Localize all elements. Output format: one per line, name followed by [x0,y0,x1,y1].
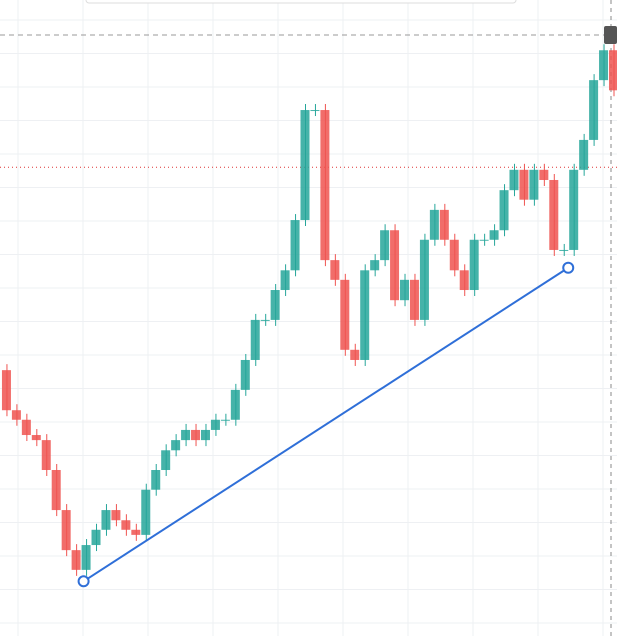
candle [280,270,290,291]
candle [390,230,400,301]
candle [310,110,320,112]
candle [330,260,340,280]
candle [569,169,579,250]
candle [121,520,131,530]
candle [449,239,459,271]
toolbar-panel[interactable] [85,0,517,4]
candle [151,470,161,490]
candle [220,419,230,421]
candle [360,270,370,360]
candle [300,110,310,221]
candle [589,80,599,140]
candle [439,209,449,240]
candle [21,419,31,436]
candle [429,209,439,240]
candle [290,220,300,271]
candle [380,230,390,261]
candle [459,270,469,291]
candle [71,550,81,570]
candle [519,169,529,200]
candle [400,279,410,301]
candle [61,510,71,551]
candle [240,359,250,390]
candle [191,429,201,441]
trendline [83,266,569,583]
candle [91,529,101,546]
candle [370,260,380,271]
candle [250,319,260,360]
candle [559,249,569,251]
candle [609,50,617,91]
candle [549,179,559,250]
candle [1,370,11,411]
candle [31,435,41,441]
candle [340,279,350,350]
candle [509,169,519,191]
candle [131,529,141,535]
candle [419,239,429,320]
candle [141,489,151,535]
price-badge[interactable] [604,26,617,44]
candle [51,470,61,511]
candle [579,139,589,170]
candle [210,419,220,430]
candle [181,429,191,441]
candle [539,169,549,180]
candle [11,410,21,420]
candle [489,230,499,240]
candle [230,389,240,420]
candle [469,239,479,291]
candle [270,290,280,320]
candle [41,440,51,471]
candle [499,190,509,231]
candle [409,279,419,320]
candle [81,545,91,570]
candle [529,169,539,200]
candle [111,510,121,521]
candle [350,349,360,360]
candle [260,319,270,321]
candle [200,429,210,441]
candle [599,50,609,81]
candle [320,110,330,261]
candle [161,450,171,471]
candle [101,510,111,530]
trendline-handle[interactable] [77,575,90,588]
candle [171,440,181,451]
candle [479,239,489,241]
trendline-handle[interactable] [562,261,575,274]
